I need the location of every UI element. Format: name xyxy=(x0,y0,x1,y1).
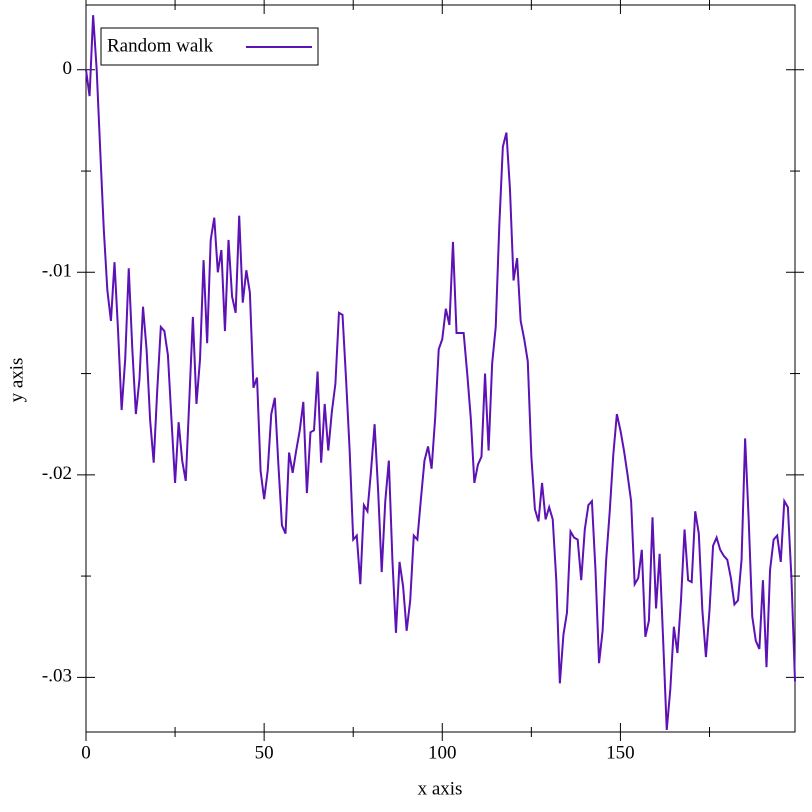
y-axis-label: y axis xyxy=(6,358,27,403)
y-tick-label: -.01 xyxy=(42,261,72,282)
data-line xyxy=(85,15,796,731)
x-tick-label: 50 xyxy=(255,742,274,763)
y-tick-label: -.02 xyxy=(42,463,72,484)
x-tick-label: 100 xyxy=(428,742,457,763)
x-axis-label: x axis xyxy=(418,778,463,799)
x-tick-label: 150 xyxy=(606,742,635,763)
x-tick-label: 0 xyxy=(81,742,91,763)
legend-label: Random walk xyxy=(107,35,214,56)
y-tick-label: -.03 xyxy=(42,666,72,687)
plot-frame xyxy=(85,4,796,733)
y-tick-label: 0 xyxy=(63,58,73,79)
